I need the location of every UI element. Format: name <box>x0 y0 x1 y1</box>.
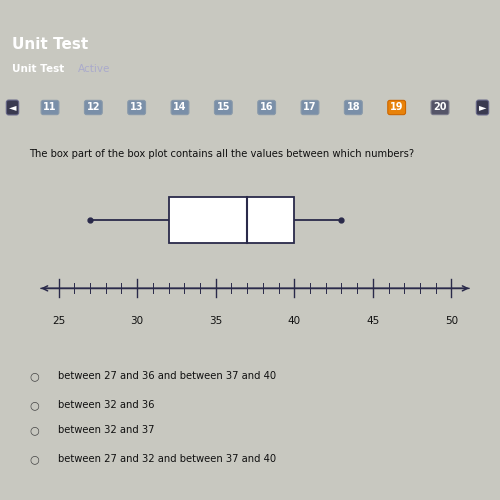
Text: between 32 and 36: between 32 and 36 <box>58 400 154 410</box>
Text: between 27 and 36 and between 37 and 40: between 27 and 36 and between 37 and 40 <box>58 371 276 381</box>
Text: 15: 15 <box>216 102 230 113</box>
Text: ○: ○ <box>29 400 39 410</box>
Text: ◄: ◄ <box>9 102 16 113</box>
Text: 16: 16 <box>260 102 274 113</box>
Text: 17: 17 <box>303 102 317 113</box>
Text: 40: 40 <box>288 316 301 326</box>
Text: 25: 25 <box>52 316 65 326</box>
Text: 11: 11 <box>44 102 57 113</box>
Text: ○: ○ <box>29 454 39 464</box>
Text: between 32 and 37: between 32 and 37 <box>58 425 154 435</box>
Text: Unit Test: Unit Test <box>12 38 89 52</box>
Text: Active: Active <box>78 64 110 74</box>
Text: 12: 12 <box>86 102 100 113</box>
Bar <box>168 196 294 242</box>
Text: ○: ○ <box>29 425 39 435</box>
Text: 30: 30 <box>130 316 143 326</box>
Text: 14: 14 <box>174 102 187 113</box>
Text: The box part of the box plot contains all the values between which numbers?: The box part of the box plot contains al… <box>29 150 414 160</box>
Text: Unit Test: Unit Test <box>12 64 65 74</box>
Text: 20: 20 <box>433 102 447 113</box>
Text: 35: 35 <box>209 316 222 326</box>
Text: 19: 19 <box>390 102 404 113</box>
Text: 45: 45 <box>366 316 380 326</box>
Text: between 27 and 32 and between 37 and 40: between 27 and 32 and between 37 and 40 <box>58 454 276 464</box>
Text: 50: 50 <box>445 316 458 326</box>
Text: 18: 18 <box>346 102 360 113</box>
Text: ►: ► <box>479 102 486 113</box>
Text: ○: ○ <box>29 371 39 381</box>
Text: 13: 13 <box>130 102 143 113</box>
